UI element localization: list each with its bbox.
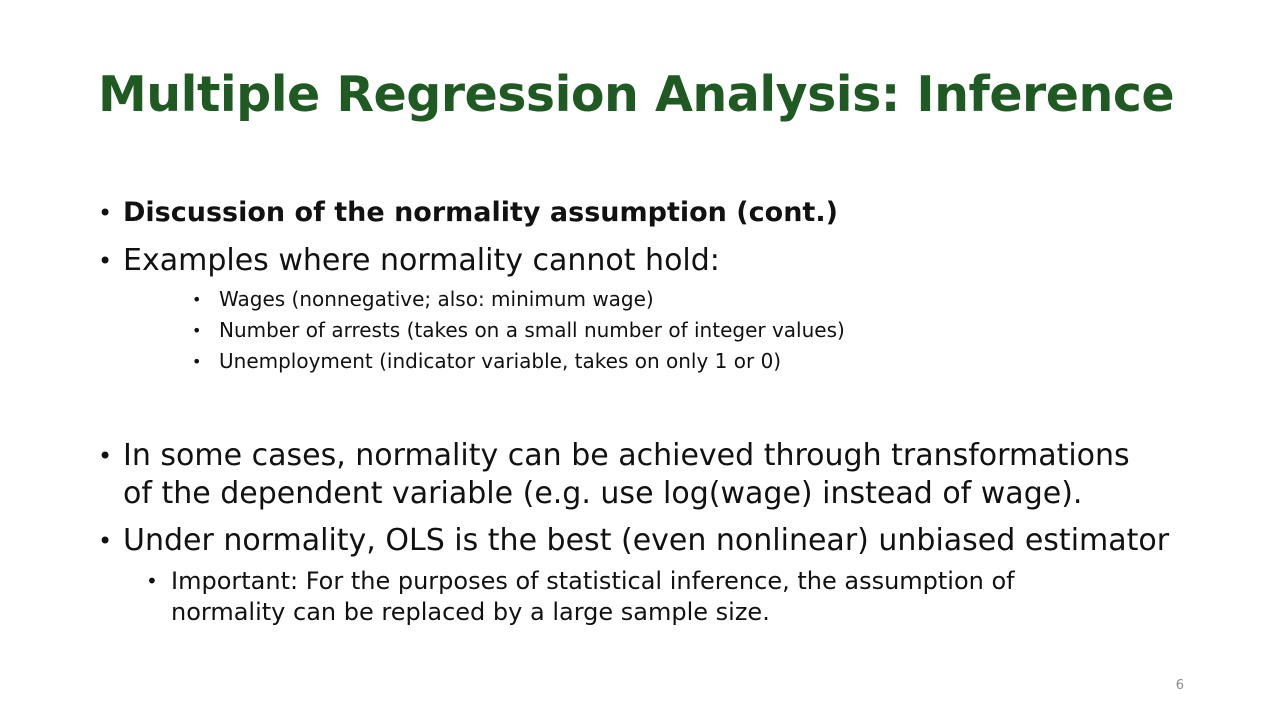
page-number: 6 — [1175, 678, 1184, 693]
sub-bullet-text: Unemployment (indicator variable, takes … — [219, 349, 782, 373]
bullet-text: Under normality, OLS is the best (even n… — [123, 523, 1170, 558]
sub-bullet-text: Wages (nonnegative; also: minimum wage) — [219, 287, 654, 311]
bullet-text: In some cases, normality can be achieved… — [123, 438, 1130, 511]
bullet-item: • Discussion of the normality assumption… — [98, 194, 838, 232]
sub-bullet-item: • Unemployment (indicator variable, take… — [192, 346, 781, 377]
bullet-text: Examples where normality cannot hold: — [123, 243, 720, 278]
bullet-glyph: • — [192, 290, 202, 309]
bullet-item: • Examples where normality cannot hold: — [98, 242, 720, 280]
slide-title: Multiple Regression Analysis: Inference — [98, 66, 1175, 123]
bullet-glyph: • — [146, 569, 158, 593]
bullet-item: • Under normality, OLS is the best (even… — [98, 522, 1169, 560]
bullet-glyph: • — [192, 352, 202, 371]
bullet-glyph: • — [98, 199, 113, 227]
bullet-glyph: • — [98, 247, 113, 275]
bullet-glyph: • — [98, 527, 113, 555]
sub-bullet-item: • Number of arrests (takes on a small nu… — [192, 315, 845, 346]
bullet-item: • In some cases, normality can be achiev… — [98, 437, 1143, 513]
bullet-glyph: • — [192, 321, 202, 340]
sub-bullet-item: • Wages (nonnegative; also: minimum wage… — [192, 284, 654, 315]
sub-bullet-text: Number of arrests (takes on a small numb… — [219, 318, 845, 342]
bullet-text: Discussion of the normality assumption (… — [123, 197, 838, 228]
sub-bullet-item: • Important: For the purposes of statist… — [146, 566, 1121, 628]
sub-bullet-text: Important: For the purposes of statistic… — [171, 567, 1015, 626]
bullet-glyph: • — [98, 442, 113, 470]
